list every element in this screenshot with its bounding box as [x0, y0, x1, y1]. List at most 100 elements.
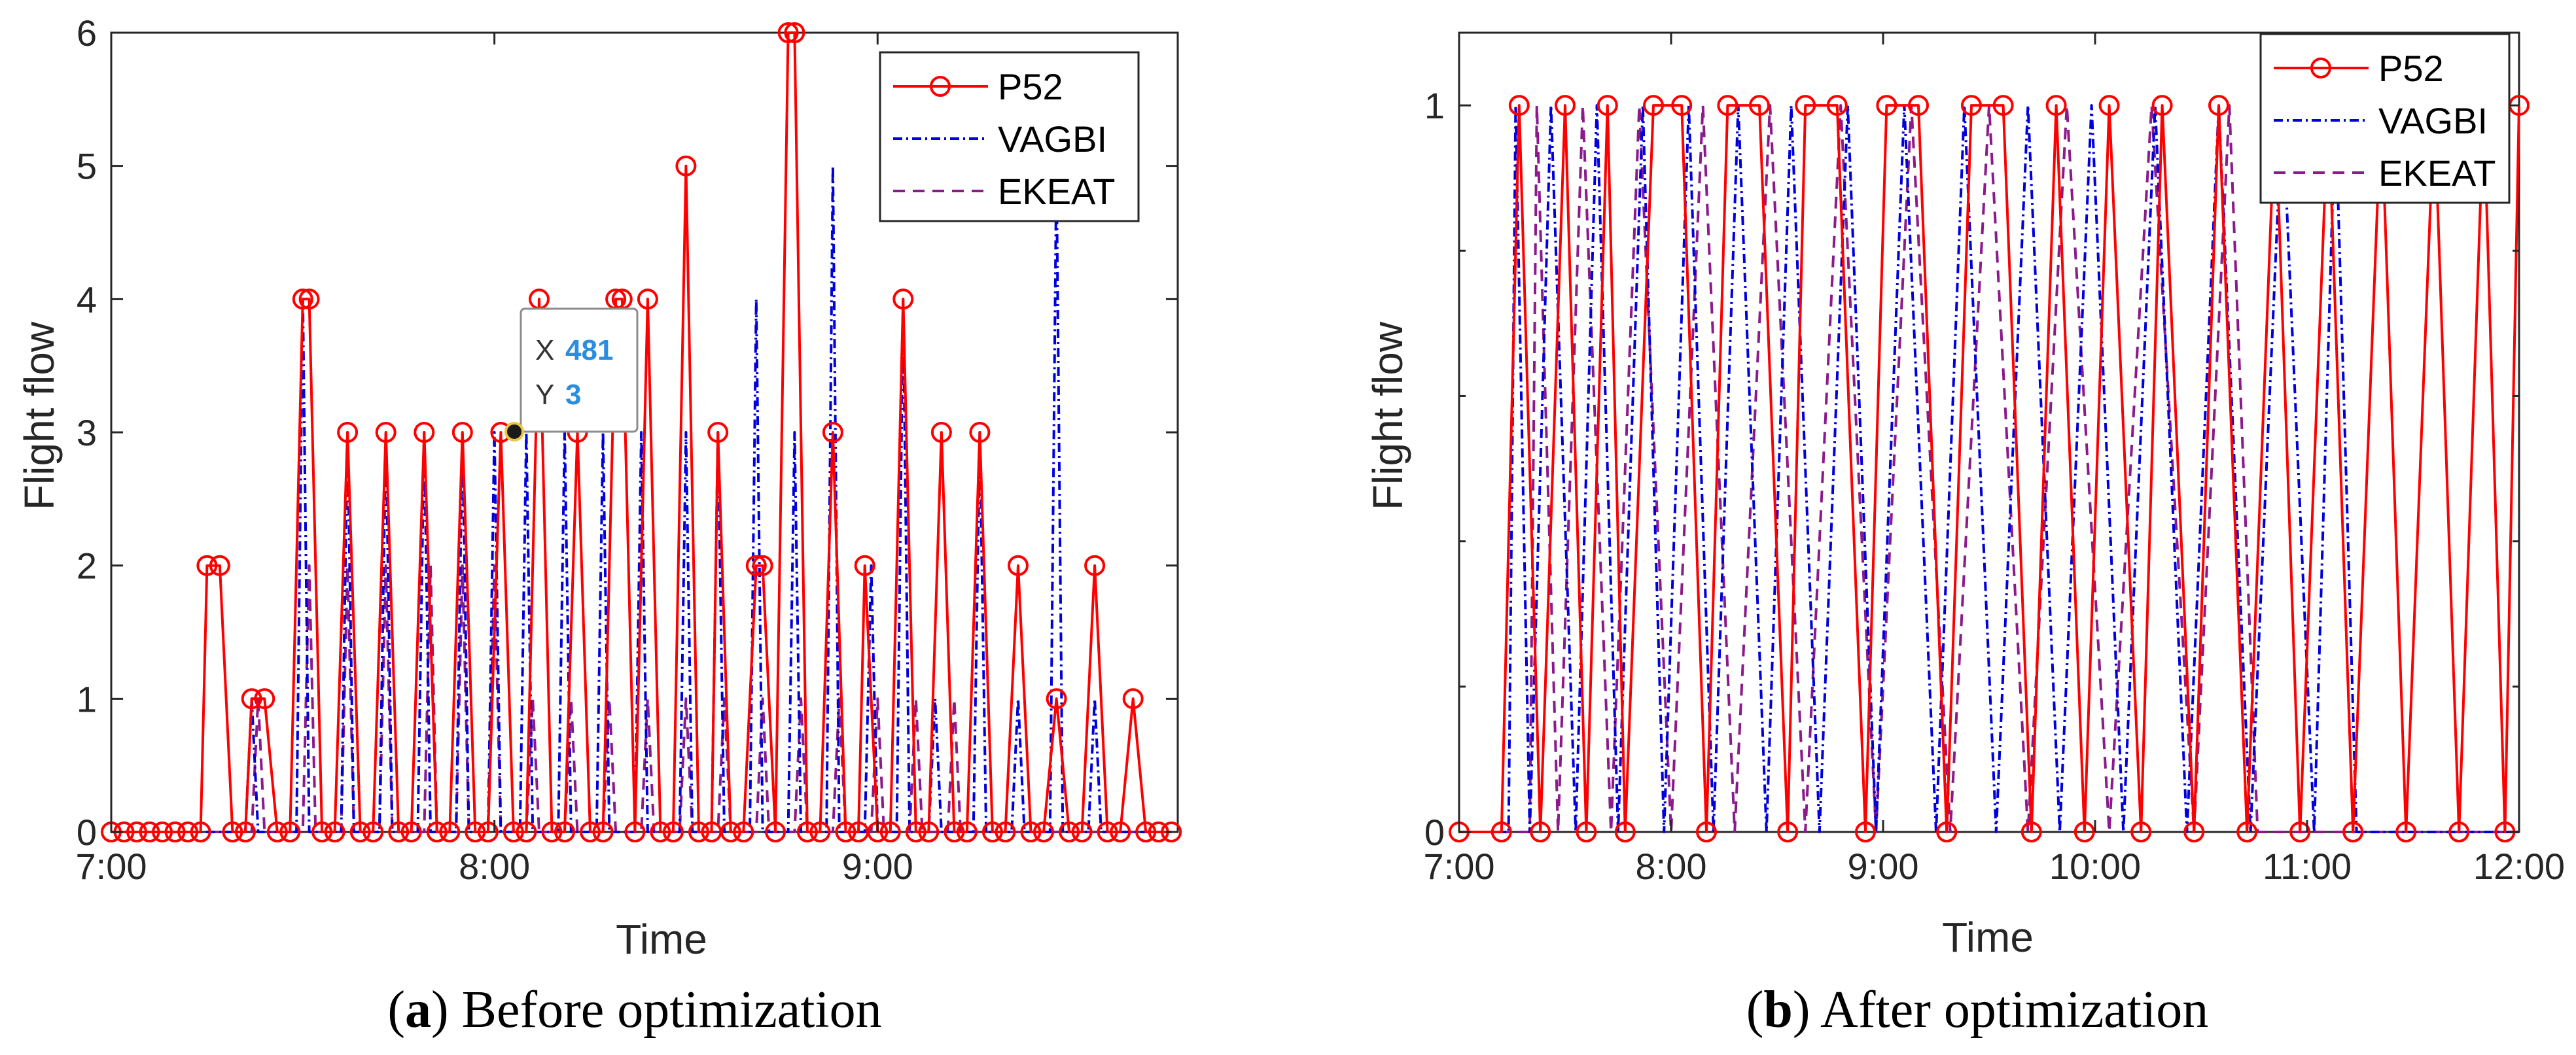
data-point-p52 [854, 555, 875, 576]
data-point-p52 [1717, 95, 1738, 116]
series-line-vagbi [111, 164, 1172, 833]
data-point-p52 [235, 822, 256, 842]
panel-a-caption: (a) Before optimization [387, 981, 881, 1039]
data-point-p52 [1084, 555, 1106, 576]
panel-b-label: b [1763, 981, 1793, 1039]
data-point-p52 [822, 422, 843, 443]
data-point-p52 [624, 822, 646, 842]
data-point-p52 [879, 822, 901, 842]
y-tick-label: 5 [77, 146, 97, 187]
x-tick-label: 10:00 [2049, 846, 2141, 887]
data-point-p52 [196, 555, 218, 576]
legend-box [2259, 33, 2511, 204]
data-point-p52 [1876, 95, 1897, 116]
legend-label-p52: P52 [2378, 48, 2444, 89]
data-point-p52 [1696, 822, 1717, 842]
data-point-p52 [1908, 95, 1929, 116]
data-point-p52 [516, 822, 537, 842]
data-point-p52 [1576, 822, 1597, 842]
x-tick-label: 7:00 [1424, 846, 1495, 887]
data-point-p52 [337, 422, 359, 443]
data-point-p52 [1643, 95, 1664, 116]
data-point-p52 [733, 822, 754, 842]
data-point-p52 [292, 288, 313, 310]
datatip-x-value: 481 [565, 334, 613, 366]
data-point-p52 [177, 822, 199, 842]
data-point-p52 [688, 822, 709, 842]
data-point-p52 [279, 822, 301, 842]
panel-a-label: a [405, 981, 431, 1039]
datatip-y-value: 3 [565, 379, 581, 411]
data-point-p52 [1936, 822, 1958, 842]
data-point-p52 [2130, 822, 2152, 842]
data-point-p52 [1008, 555, 1029, 576]
data-point-p52 [1110, 822, 1131, 842]
panel-a-caption-text: Before optimization [462, 981, 882, 1039]
data-point-p52 [1020, 822, 1042, 842]
data-point-p52 [324, 822, 345, 842]
data-point-p52 [1033, 822, 1054, 842]
data-point-p52 [439, 822, 461, 842]
data-point-p52 [1777, 822, 1799, 842]
data-point-p52 [918, 822, 940, 842]
data-point-p52 [777, 22, 799, 43]
legend-label-ekeat: EKEAT [2378, 152, 2496, 194]
panel-b-caption-text: After optimization [1820, 981, 2208, 1039]
panel-b-ylabel: Flight flow [1364, 321, 1411, 510]
data-point-p52 [637, 288, 658, 310]
y-tick-label: 2 [77, 545, 97, 587]
data-point-p52 [152, 822, 173, 842]
data-point-p52 [1597, 95, 1618, 116]
data-point-p52 [835, 822, 856, 842]
panel-a-datatip[interactable]: X 481 Y 3 [504, 307, 639, 441]
data-point-p52 [362, 822, 384, 842]
data-point-p52 [1491, 822, 1512, 842]
data-point-p52 [400, 822, 422, 842]
data-point-p52 [465, 822, 486, 842]
panel-a-xlabel: Time [616, 916, 707, 963]
data-point-p52 [580, 822, 601, 842]
data-point-p52 [375, 422, 397, 443]
data-point-p52 [1795, 95, 1816, 116]
panel-a-ticks: 7:00 8:00 9:00 0 1 2 3 4 5 6 [76, 12, 1178, 887]
data-point-p52 [784, 22, 805, 43]
data-point-p52 [2289, 822, 2311, 842]
data-point-p52 [809, 822, 831, 842]
data-point-p52 [1530, 822, 1551, 842]
data-point-p52 [2395, 822, 2417, 842]
panel-a-legend: P52 VAGBI EKEAT [879, 51, 1140, 222]
data-point-p52 [1122, 688, 1144, 710]
data-point-p52 [2098, 95, 2120, 116]
data-point-p52 [2020, 822, 2042, 842]
y-tick-label: 1 [77, 678, 97, 719]
data-point-p52 [650, 822, 671, 842]
data-point-p52 [765, 822, 786, 842]
data-point-p52 [1555, 95, 1576, 116]
data-point-p52 [554, 822, 575, 842]
data-point-p52 [241, 688, 262, 710]
data-point-p52 [2073, 822, 2095, 842]
data-point-p52 [503, 822, 524, 842]
data-point-p52 [981, 822, 1003, 842]
data-point-p52 [1097, 822, 1118, 842]
panel-b-xlabel: Time [1942, 914, 2034, 961]
x-tick-label: 8:00 [459, 846, 530, 887]
data-point-p52 [675, 155, 697, 177]
data-point-p52 [745, 555, 767, 576]
panel-b-caption: (b) After optimization [1746, 981, 2209, 1039]
panel-b-series-p52 [1449, 95, 2530, 842]
data-point-p52 [1508, 95, 1530, 116]
data-point-p52 [126, 822, 147, 842]
data-point-p52 [1614, 822, 1636, 842]
data-point-p52 [1135, 822, 1157, 842]
data-point-p52 [995, 822, 1016, 842]
data-point-p52 [2448, 822, 2470, 842]
data-point-p52 [1992, 95, 2014, 116]
panel-b-chart: 7:00 8:00 9:00 10:00 11:00 12:00 0 1 Time Fligh… [1364, 31, 2565, 1039]
datatip-marker [504, 422, 524, 441]
data-point-p52 [1671, 95, 1693, 116]
legend-label-p52: P52 [998, 66, 1063, 107]
data-point-p52 [1749, 95, 1770, 116]
series-line-ekeat [1459, 104, 2519, 833]
